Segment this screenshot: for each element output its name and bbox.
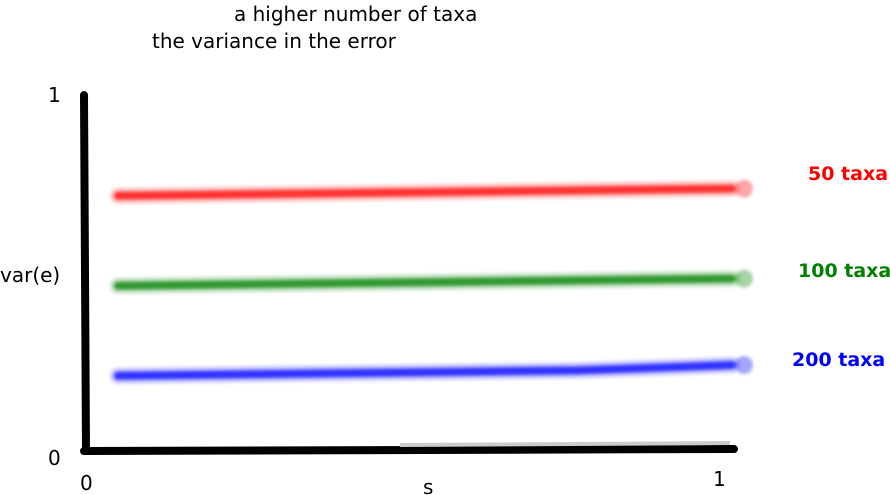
series-endcap-200-taxa [735,356,753,374]
series-line-100-taxa [114,274,736,290]
series-100-taxa: 100 taxa [110,260,890,294]
x-axis-smudge [399,441,731,447]
y-axis-label: var(e) [0,263,60,287]
series-200-taxa: 200 taxa [110,349,885,384]
series-line-50-taxa [114,184,736,200]
y-tick-label-top: 1 [48,83,61,107]
series-label-100-taxa: 100 taxa [798,260,890,282]
x-tick-label-right: 1 [713,467,726,491]
series-label-50-taxa: 50 taxa [808,163,888,185]
x-axis-label: s [423,475,433,495]
series-line-200-taxa [114,361,736,380]
series-layer: 50 taxa 100 taxa 200 taxa [110,163,890,384]
series-50-taxa: 50 taxa [110,163,888,204]
series-endcap-100-taxa [735,269,753,288]
y-tick-label-bottom: 0 [48,446,61,470]
x-axis-line [80,445,738,455]
chart-title-line-2: the variance in the error [152,29,397,53]
x-tick-label-left: 0 [80,471,93,495]
chart-title-line-1: a higher number of taxa [234,2,477,26]
y-axis-line [80,91,90,455]
series-endcap-50-taxa [735,179,753,198]
series-label-200-taxa: 200 taxa [792,349,885,371]
